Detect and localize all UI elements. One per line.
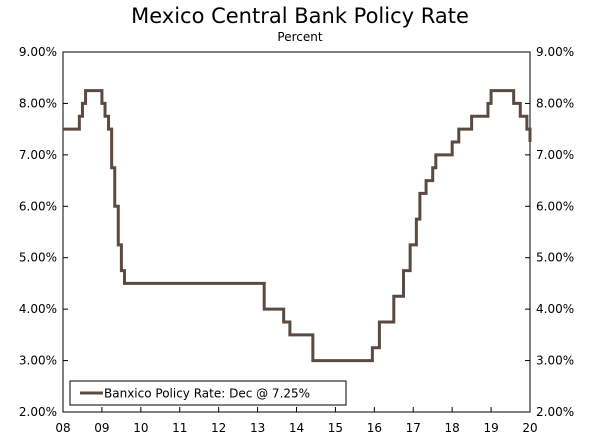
y-tick-label-left: 5.00% — [19, 251, 57, 265]
x-tick-label: 08 — [55, 421, 70, 435]
x-tick-label: 11 — [172, 421, 187, 435]
y-tick-label-right: 7.00% — [536, 148, 574, 162]
y-tick-label-right: 8.00% — [536, 96, 574, 110]
x-tick-label: 18 — [445, 421, 460, 435]
x-tick-label: 09 — [94, 421, 109, 435]
x-tick-label: 12 — [211, 421, 226, 435]
x-tick-label: 17 — [406, 421, 421, 435]
y-axis-right: 2.00% 3.00% 4.00% 5.00% 6.00% 7.00% 8.00% 9.00% — [525, 45, 574, 419]
y-tick-label-left: 6.00% — [19, 199, 57, 213]
x-tick-label: 13 — [250, 421, 265, 435]
y-tick-label-left: 7.00% — [19, 148, 57, 162]
y-tick-label-left: 8.00% — [19, 96, 57, 110]
y-tick-label-right: 9.00% — [536, 45, 574, 59]
y-tick-label-left: 4.00% — [19, 302, 57, 316]
y-tick-label-left: 2.00% — [19, 405, 57, 419]
y-axis-left: 2.00% 3.00% 4.00% 5.00% 6.00% 7.00% 8.00% 9.00% — [19, 45, 68, 419]
x-tick-label: 14 — [289, 421, 304, 435]
x-axis: 08 09 10 11 12 13 14 15 16 17 18 19 20 — [55, 407, 538, 435]
series-layer — [63, 89, 532, 363]
x-tick-label: 10 — [133, 421, 148, 435]
y-tick-label-right: 6.00% — [536, 199, 574, 213]
y-tick-label-right: 2.00% — [536, 405, 574, 419]
x-tick-label: 19 — [483, 421, 498, 435]
legend-box — [69, 380, 347, 406]
legend-label: Banxico Policy Rate: Dec @ 7.25% — [104, 387, 310, 401]
y-tick-label-left: 3.00% — [19, 354, 57, 368]
plot-area — [62, 51, 531, 413]
x-tick-label: 20 — [522, 421, 537, 435]
y-tick-label-right: 5.00% — [536, 251, 574, 265]
series-line — [63, 89, 532, 363]
x-tick-label: 16 — [367, 421, 382, 435]
y-tick-label-left: 9.00% — [19, 45, 57, 59]
chart-title: Mexico Central Bank Policy Rate — [131, 4, 469, 28]
legend: Banxico Policy Rate: Dec @ 7.25% — [69, 380, 347, 406]
y-tick-label-right: 3.00% — [536, 354, 574, 368]
x-tick-label: 15 — [328, 421, 343, 435]
y-tick-label-right: 4.00% — [536, 302, 574, 316]
chart-subtitle: Percent — [277, 30, 323, 44]
